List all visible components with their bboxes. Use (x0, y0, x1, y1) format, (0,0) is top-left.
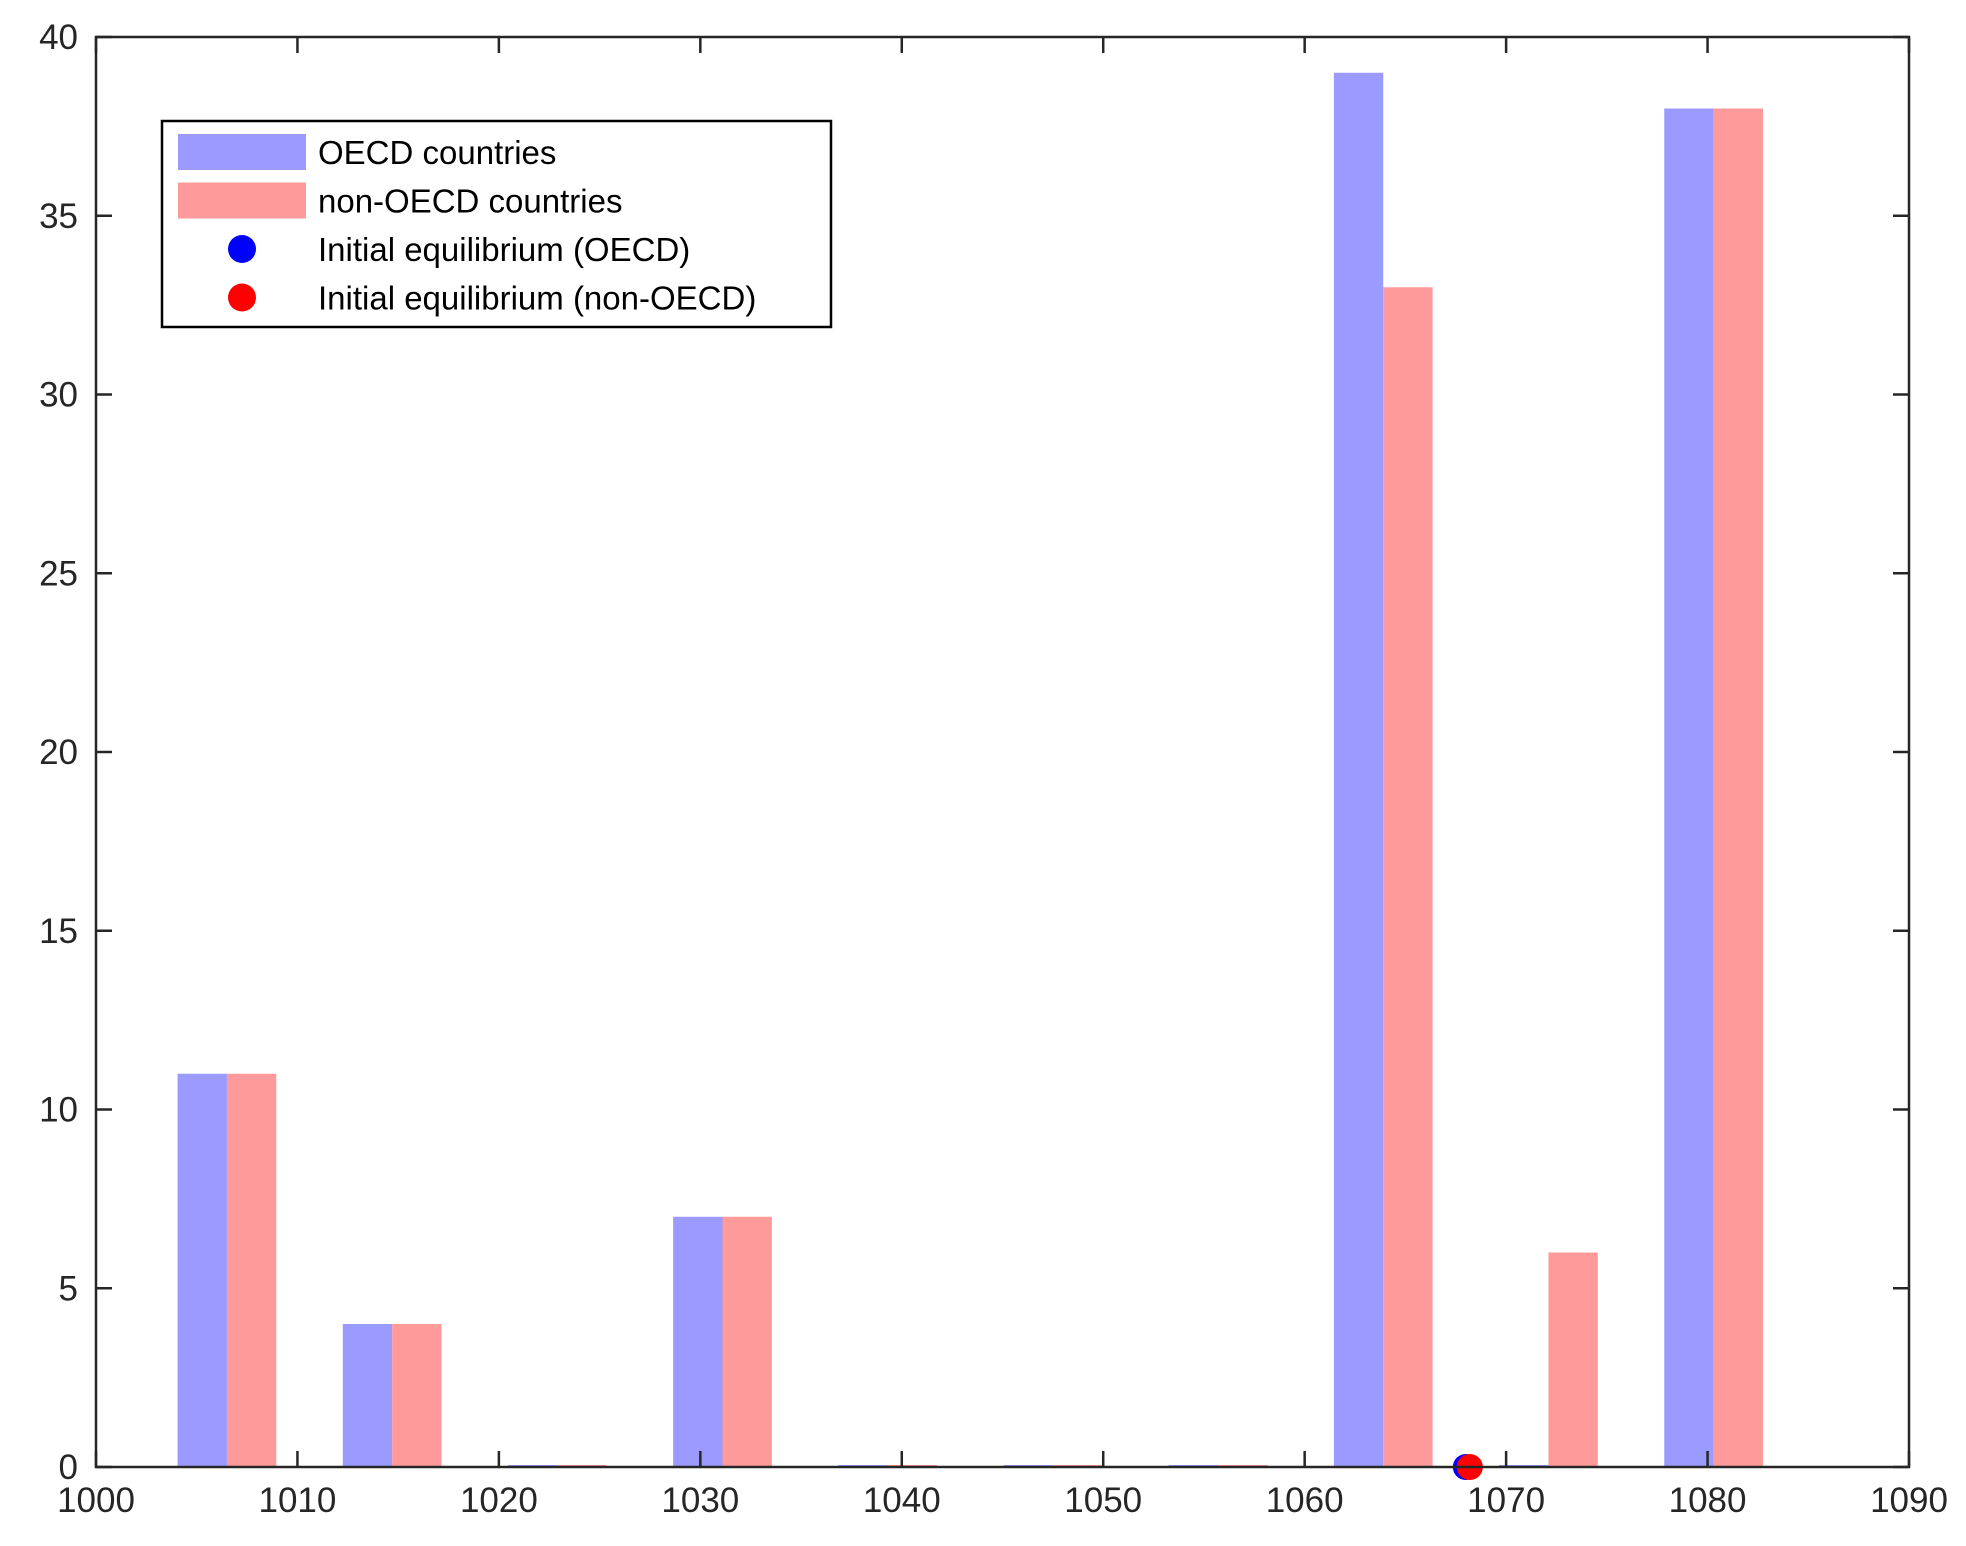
x-tick-label-1000: 1000 (57, 1481, 135, 1520)
y-tick-label-35: 35 (39, 197, 78, 236)
y-tick-label-15: 15 (39, 912, 78, 951)
y-tick-label-40: 40 (39, 18, 78, 57)
legend-label-1: non-OECD countries (318, 183, 622, 220)
x-tick-label-1050: 1050 (1064, 1481, 1142, 1520)
y-tick-label-25: 25 (39, 554, 78, 593)
x-tick-label-1070: 1070 (1467, 1481, 1545, 1520)
bar-oecd-9 (1664, 108, 1714, 1467)
bar-non-oecd-9 (1713, 108, 1763, 1467)
bar-oecd-1 (342, 1324, 393, 1467)
legend: OECD countries non-OECD countries Initial … (160, 119, 833, 329)
y-tick-label-0: 0 (59, 1448, 78, 1487)
legend-marker-3 (228, 283, 256, 312)
x-tick-label-1010: 1010 (259, 1481, 337, 1520)
y-tick-label-20: 20 (39, 733, 78, 772)
bar-oecd-7 (1333, 72, 1384, 1467)
x-tick-label-1030: 1030 (661, 1481, 739, 1520)
bar-non-oecd-0 (226, 1073, 277, 1467)
bars-layer (177, 72, 1763, 1467)
bar-oecd-0 (177, 1073, 227, 1467)
x-tick-label-1090: 1090 (1870, 1481, 1948, 1520)
x-tick-label-1080: 1080 (1669, 1481, 1747, 1520)
y-tick-label-5: 5 (59, 1269, 78, 1308)
x-tick-label-1040: 1040 (863, 1481, 941, 1520)
legend-label-0: OECD countries (318, 134, 556, 171)
x-tick-label-1020: 1020 (460, 1481, 538, 1520)
bar-non-oecd-3 (722, 1216, 772, 1467)
legend-swatch-0 (178, 134, 306, 170)
bar-non-oecd-1 (392, 1324, 442, 1467)
bar-oecd-3 (673, 1216, 723, 1467)
y-tick-label-10: 10 (39, 1091, 78, 1130)
legend-marker-2 (228, 235, 256, 263)
legend-swatch-1 (178, 182, 306, 219)
ticks-layer: 1000 1010 1020 1030 1040 1050 1060 1070 1080 1090… (39, 18, 1948, 1520)
bar-non-oecd-8 (1548, 1252, 1598, 1467)
y-tick-label-30: 30 (39, 376, 78, 415)
legend-label-2: Initial equilibrium (OECD) (318, 231, 690, 268)
bar-non-oecd-7 (1383, 287, 1433, 1467)
x-tick-label-1060: 1060 (1266, 1481, 1344, 1520)
legend-label-3: Initial equilibrium (non-OECD) (318, 280, 756, 317)
